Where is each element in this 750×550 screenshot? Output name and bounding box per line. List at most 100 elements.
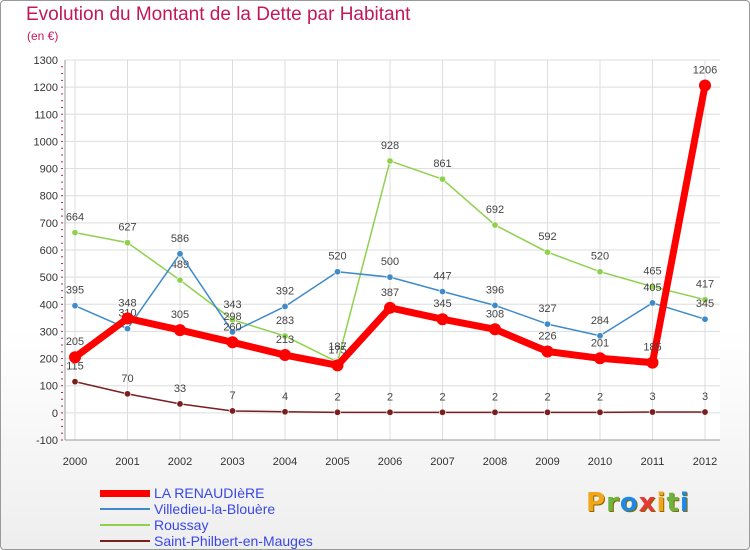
data-label: 327 bbox=[538, 303, 556, 315]
data-label: 187 bbox=[328, 341, 346, 353]
legend-label: Saint-Philbert-en-Mauges bbox=[154, 533, 313, 549]
data-point bbox=[121, 312, 134, 325]
data-point bbox=[176, 400, 184, 408]
data-point bbox=[124, 325, 132, 333]
chart-legend: LA RENAUDIèRE Villedieu-la-Blouère Roussay… bbox=[100, 485, 313, 549]
y-tick-label: 1200 bbox=[34, 82, 58, 94]
y-tick-label: 900 bbox=[40, 164, 58, 176]
data-label: 2 bbox=[544, 391, 550, 403]
data-label: 2 bbox=[439, 391, 445, 403]
x-tick-label: 2012 bbox=[693, 456, 717, 468]
data-point bbox=[176, 250, 184, 258]
data-point bbox=[229, 316, 237, 324]
data-label: 500 bbox=[381, 256, 399, 268]
data-label: 447 bbox=[433, 271, 451, 283]
data-point bbox=[124, 239, 132, 247]
x-tick-label: 2009 bbox=[535, 456, 559, 468]
y-tick-label: -100 bbox=[36, 435, 58, 447]
data-point bbox=[386, 408, 394, 416]
x-tick-label: 2007 bbox=[430, 456, 454, 468]
data-point bbox=[333, 408, 341, 416]
legend-label: Villedieu-la-Blouère bbox=[154, 501, 276, 517]
data-label: 2 bbox=[387, 391, 393, 403]
data-point bbox=[699, 79, 711, 92]
chart-subtitle: (en €) bbox=[27, 29, 59, 43]
data-point bbox=[333, 268, 341, 276]
y-tick-label: 300 bbox=[40, 326, 58, 338]
data-label: 3 bbox=[649, 391, 655, 403]
y-tick-label: 600 bbox=[40, 245, 58, 257]
logo-letter: o bbox=[619, 488, 639, 518]
data-label: 520 bbox=[328, 251, 346, 263]
data-label: 175 bbox=[328, 344, 346, 356]
data-point bbox=[279, 349, 291, 362]
data-point bbox=[491, 221, 499, 229]
data-point bbox=[281, 332, 289, 340]
data-point bbox=[331, 359, 344, 372]
data-point bbox=[438, 175, 446, 183]
x-tick-label: 2006 bbox=[378, 456, 402, 468]
data-point bbox=[489, 323, 501, 336]
data-label: 345 bbox=[433, 298, 451, 310]
y-tick-label: 200 bbox=[40, 354, 58, 366]
legend-item: Roussay bbox=[100, 517, 313, 533]
data-point bbox=[646, 356, 659, 369]
y-tick-label: 0 bbox=[52, 408, 58, 420]
legend-swatch bbox=[100, 489, 150, 497]
data-label: 586 bbox=[171, 233, 189, 245]
data-label: 928 bbox=[381, 140, 399, 152]
y-tick-label: 400 bbox=[40, 299, 58, 311]
legend-swatch bbox=[100, 508, 150, 510]
data-label: 1206 bbox=[693, 65, 717, 77]
data-label: 260 bbox=[223, 321, 241, 333]
data-point bbox=[596, 332, 604, 340]
logo-letter: t bbox=[666, 488, 680, 518]
data-point bbox=[543, 248, 551, 256]
data-point bbox=[281, 302, 289, 310]
x-tick-label: 2010 bbox=[588, 456, 612, 468]
legend-item: Villedieu-la-Blouère bbox=[100, 501, 313, 517]
data-point bbox=[596, 408, 604, 416]
data-label: 348 bbox=[118, 297, 136, 309]
data-label: 396 bbox=[486, 284, 504, 296]
data-label: 395 bbox=[66, 285, 84, 297]
x-tick-label: 2002 bbox=[168, 456, 192, 468]
data-label: 298 bbox=[223, 311, 241, 323]
data-point bbox=[386, 157, 394, 165]
data-point bbox=[386, 273, 394, 281]
data-point bbox=[384, 301, 396, 314]
x-tick-label: 2011 bbox=[641, 456, 665, 468]
logo-letter: i bbox=[656, 488, 667, 518]
data-label: 2 bbox=[334, 391, 340, 403]
data-label: 343 bbox=[223, 299, 241, 311]
data-point bbox=[124, 390, 132, 398]
x-tick-label: 2003 bbox=[220, 456, 244, 468]
chart-title: Evolution du Montant de la Dette par Hab… bbox=[26, 4, 411, 25]
data-point bbox=[229, 407, 237, 415]
data-label: 417 bbox=[696, 279, 714, 291]
logo-letter: r bbox=[606, 488, 620, 518]
data-label: 308 bbox=[486, 308, 504, 320]
data-label: 205 bbox=[66, 336, 84, 348]
data-point bbox=[176, 276, 184, 284]
y-tick-label: 1000 bbox=[34, 136, 58, 148]
data-label: 2 bbox=[597, 391, 603, 403]
legend-item: LA RENAUDIèRE bbox=[100, 485, 313, 501]
data-point bbox=[543, 320, 551, 328]
data-label: 861 bbox=[433, 158, 451, 170]
data-point bbox=[226, 336, 239, 349]
data-point bbox=[648, 408, 656, 416]
data-label: 283 bbox=[276, 315, 294, 327]
data-label: 213 bbox=[276, 334, 294, 346]
data-point bbox=[541, 345, 554, 358]
data-point bbox=[701, 408, 709, 416]
logo-letter: x bbox=[638, 488, 657, 518]
data-label: 405 bbox=[643, 282, 661, 294]
data-point bbox=[69, 351, 81, 364]
legend-swatch bbox=[100, 540, 150, 542]
y-tick-label: 100 bbox=[40, 381, 58, 393]
data-label: 345 bbox=[696, 298, 714, 310]
data-label: 520 bbox=[591, 251, 609, 263]
data-point bbox=[71, 229, 79, 237]
